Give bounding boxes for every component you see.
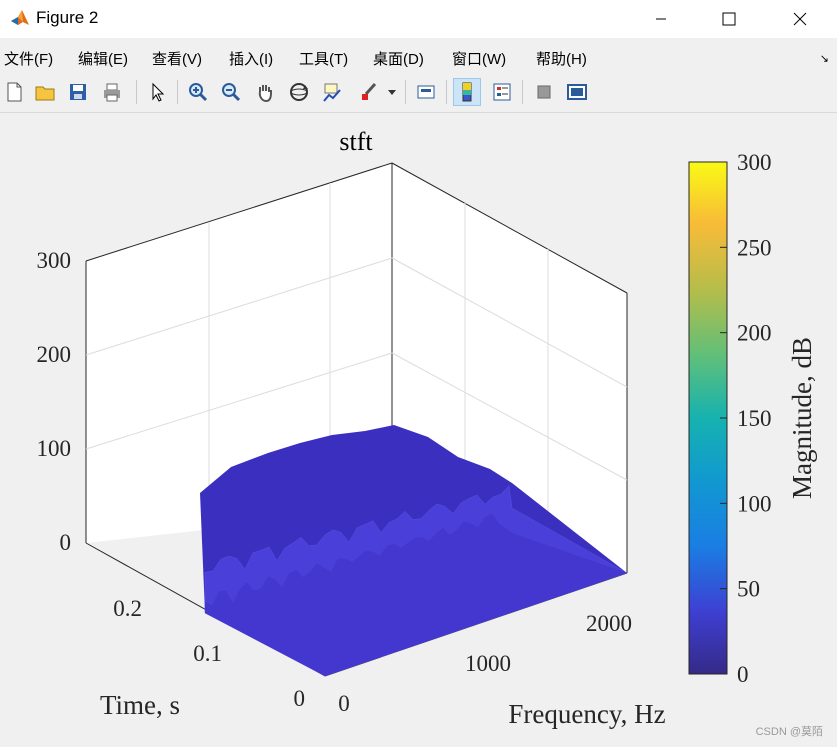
save-icon[interactable] bbox=[64, 78, 92, 106]
colorbar-tick-label: 250 bbox=[737, 235, 772, 260]
colorbar-tick-label: 100 bbox=[737, 491, 772, 516]
axes-edge bbox=[391, 162, 628, 294]
menu-edit[interactable]: 编辑(E) bbox=[78, 51, 128, 68]
print-icon[interactable] bbox=[98, 78, 126, 106]
pan-hand-icon[interactable] bbox=[251, 78, 279, 106]
toolbar-separator bbox=[136, 80, 137, 104]
colorbar-tick-label: 200 bbox=[737, 321, 772, 346]
y-axis-label: Time, s bbox=[100, 690, 180, 720]
toolbar-separator bbox=[446, 80, 447, 104]
close-icon bbox=[793, 12, 807, 26]
new-figure-icon[interactable] bbox=[0, 78, 28, 106]
y-tick-label: 0 bbox=[294, 686, 306, 711]
link-plot-icon[interactable] bbox=[412, 78, 440, 106]
pointer-arrow-icon[interactable] bbox=[143, 78, 171, 106]
zoom-in-icon[interactable] bbox=[184, 78, 212, 106]
show-plot-tools-icon[interactable] bbox=[563, 78, 591, 106]
stft-surface bbox=[200, 425, 628, 677]
x-tick-label: 1000 bbox=[465, 651, 511, 676]
chart-title: stft bbox=[339, 127, 373, 156]
z-tick-label: 200 bbox=[37, 342, 72, 367]
minimize-icon bbox=[656, 18, 666, 20]
menu-bar: 文件(F) 编辑(E) 查看(V) 插入(I) 工具(T) 桌面(D) 窗口(W… bbox=[0, 38, 837, 74]
maximize-button[interactable] bbox=[706, 0, 752, 38]
z-tick-label: 100 bbox=[37, 436, 72, 461]
z-tick-label: 300 bbox=[37, 248, 72, 273]
x-axis-label: Frequency, Hz bbox=[508, 699, 665, 729]
watermark: CSDN @莫陌 bbox=[755, 726, 823, 738]
colorbar-label: Magnitude, dB bbox=[787, 337, 817, 499]
open-folder-icon[interactable] bbox=[31, 78, 59, 106]
data-cursor-icon[interactable] bbox=[318, 78, 346, 106]
figure-toolbar bbox=[0, 74, 837, 113]
gridlines bbox=[85, 183, 628, 553]
axes-edge bbox=[85, 162, 393, 262]
matlab-logo-icon bbox=[10, 8, 30, 28]
x-tick-label: 2000 bbox=[586, 611, 632, 636]
insert-legend-icon[interactable] bbox=[488, 78, 516, 106]
menu-file[interactable]: 文件(F) bbox=[4, 51, 54, 68]
menu-help[interactable]: 帮助(H) bbox=[536, 51, 587, 68]
x-tick-labels: 0 1000 2000 bbox=[338, 611, 632, 716]
menu-tools[interactable]: 工具(T) bbox=[299, 51, 349, 68]
menu-view[interactable]: 查看(V) bbox=[152, 51, 202, 68]
rotate-3d-icon[interactable] bbox=[285, 78, 313, 106]
colorbar-tick-label: 50 bbox=[737, 577, 760, 602]
zoom-out-icon[interactable] bbox=[217, 78, 245, 106]
colorbar-tick-label: 150 bbox=[737, 406, 772, 431]
colorbar[interactable]: 0 50 100 150 200 250 300 Magnitude, dB bbox=[688, 150, 817, 687]
dock-arrow-icon[interactable]: ↘ bbox=[819, 53, 829, 65]
menu-insert[interactable]: 插入(I) bbox=[229, 51, 274, 68]
close-button[interactable] bbox=[777, 0, 823, 38]
brush-icon[interactable] bbox=[354, 78, 382, 106]
toolbar-separator bbox=[405, 80, 406, 104]
insert-colorbar-icon[interactable] bbox=[453, 78, 481, 106]
x-tick-label: 0 bbox=[338, 691, 350, 716]
hide-plot-tools-icon[interactable] bbox=[530, 78, 558, 106]
menu-desktop[interactable]: 桌面(D) bbox=[373, 51, 424, 68]
window-title: Figure 2 bbox=[36, 8, 99, 27]
y-tick-label: 0.1 bbox=[193, 641, 222, 666]
menu-window[interactable]: 窗口(W) bbox=[452, 51, 507, 68]
minimize-button[interactable] bbox=[638, 0, 684, 38]
brush-dropdown-icon[interactable] bbox=[384, 78, 400, 106]
surface-ripples bbox=[205, 513, 627, 676]
figure-canvas: stft 0 100 200 300 0 0.1 0.2 0 1000 2000… bbox=[37, 127, 818, 729]
maximize-icon bbox=[722, 12, 736, 26]
colorbar-tick-label: 300 bbox=[737, 150, 772, 175]
z-tick-labels: 0 100 200 300 bbox=[37, 248, 72, 555]
toolbar-separator bbox=[177, 80, 178, 104]
colorbar-ticks: 0 50 100 150 200 250 300 bbox=[720, 150, 772, 687]
y-tick-label: 0.2 bbox=[113, 596, 142, 621]
colorbar-tick-label: 0 bbox=[737, 662, 749, 687]
window-titlebar: Figure 2 bbox=[0, 0, 837, 38]
toolbar-separator bbox=[522, 80, 523, 104]
z-tick-label: 0 bbox=[60, 530, 72, 555]
y-tick-labels: 0 0.1 0.2 bbox=[113, 596, 305, 711]
